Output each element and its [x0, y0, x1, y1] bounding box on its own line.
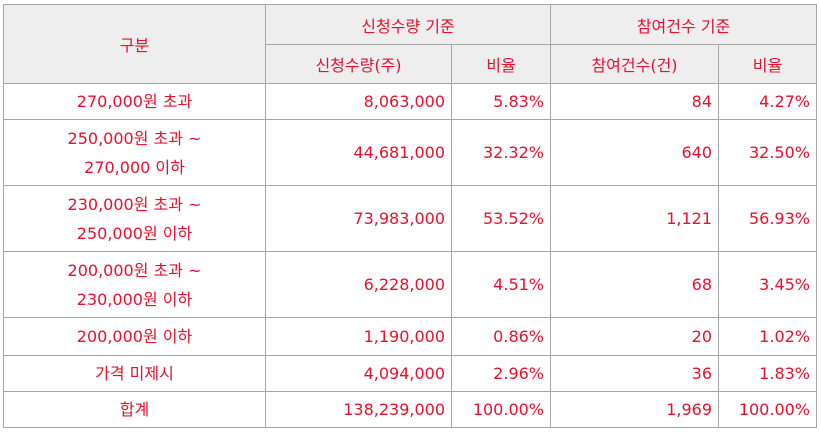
row-count: 1,969 — [550, 391, 719, 428]
header-count: 참여건수(건) — [550, 44, 719, 84]
table-row: 270,000원 초과 8,063,000 5.83% 84 4.27% — [3, 83, 817, 120]
row-category: 200,000원 이하 — [3, 317, 266, 356]
row-category: 200,000원 초과 ~230,000원 이하 — [3, 251, 266, 318]
header-category: 구분 — [3, 4, 266, 84]
row-count-ratio: 1.83% — [718, 355, 817, 392]
row-quantity-ratio: 4.51% — [451, 251, 551, 318]
row-count: 36 — [550, 355, 719, 392]
row-quantity-ratio: 2.96% — [451, 355, 551, 392]
header-group-quantity: 신청수량 기준 — [265, 4, 551, 45]
table-header: 구분 신청수량 기준 참여건수 기준 신청수량(주) 비율 참여건수(건) 비율 — [3, 4, 817, 84]
header-quantity-ratio: 비율 — [451, 44, 551, 84]
row-quantity-ratio: 53.52% — [451, 185, 551, 252]
row-quantity: 44,681,000 — [265, 119, 452, 186]
table-row-total: 합계 138,239,000 100.00% 1,969 100.00% — [3, 391, 817, 428]
demand-forecast-table: 구분 신청수량 기준 참여건수 기준 신청수량(주) 비율 참여건수(건) 비율… — [3, 4, 817, 428]
table-row: 200,000원 이하 1,190,000 0.86% 20 1.02% — [3, 317, 817, 356]
row-quantity: 6,228,000 — [265, 251, 452, 318]
row-count: 1,121 — [550, 185, 719, 252]
row-count: 84 — [550, 83, 719, 120]
row-quantity: 138,239,000 — [265, 391, 452, 428]
row-quantity-ratio: 32.32% — [451, 119, 551, 186]
row-count-ratio: 32.50% — [718, 119, 817, 186]
row-category: 230,000원 초과 ~250,000원 이하 — [3, 185, 266, 252]
row-quantity-ratio: 5.83% — [451, 83, 551, 120]
row-quantity: 8,063,000 — [265, 83, 452, 120]
row-count-ratio: 100.00% — [718, 391, 817, 428]
row-count-ratio: 1.02% — [718, 317, 817, 356]
row-count-ratio: 56.93% — [718, 185, 817, 252]
row-quantity: 4,094,000 — [265, 355, 452, 392]
row-quantity-ratio: 100.00% — [451, 391, 551, 428]
row-quantity: 73,983,000 — [265, 185, 452, 252]
table-row: 230,000원 초과 ~250,000원 이하 73,983,000 53.5… — [3, 185, 817, 252]
table-row: 250,000원 초과 ~270,000 이하 44,681,000 32.32… — [3, 119, 817, 186]
row-category: 250,000원 초과 ~270,000 이하 — [3, 119, 266, 186]
table-row: 200,000원 초과 ~230,000원 이하 6,228,000 4.51%… — [3, 251, 817, 318]
row-category: 합계 — [3, 391, 266, 428]
row-count-ratio: 4.27% — [718, 83, 817, 120]
header-count-ratio: 비율 — [718, 44, 817, 84]
header-group-count: 참여건수 기준 — [550, 4, 817, 45]
row-count: 68 — [550, 251, 719, 318]
row-count-ratio: 3.45% — [718, 251, 817, 318]
row-category: 가격 미제시 — [3, 355, 266, 392]
table-body: 270,000원 초과 8,063,000 5.83% 84 4.27% 250… — [3, 83, 817, 428]
row-count: 20 — [550, 317, 719, 356]
row-quantity: 1,190,000 — [265, 317, 452, 356]
row-category: 270,000원 초과 — [3, 83, 266, 120]
header-quantity: 신청수량(주) — [265, 44, 452, 84]
row-count: 640 — [550, 119, 719, 186]
table-row: 가격 미제시 4,094,000 2.96% 36 1.83% — [3, 355, 817, 392]
row-quantity-ratio: 0.86% — [451, 317, 551, 356]
